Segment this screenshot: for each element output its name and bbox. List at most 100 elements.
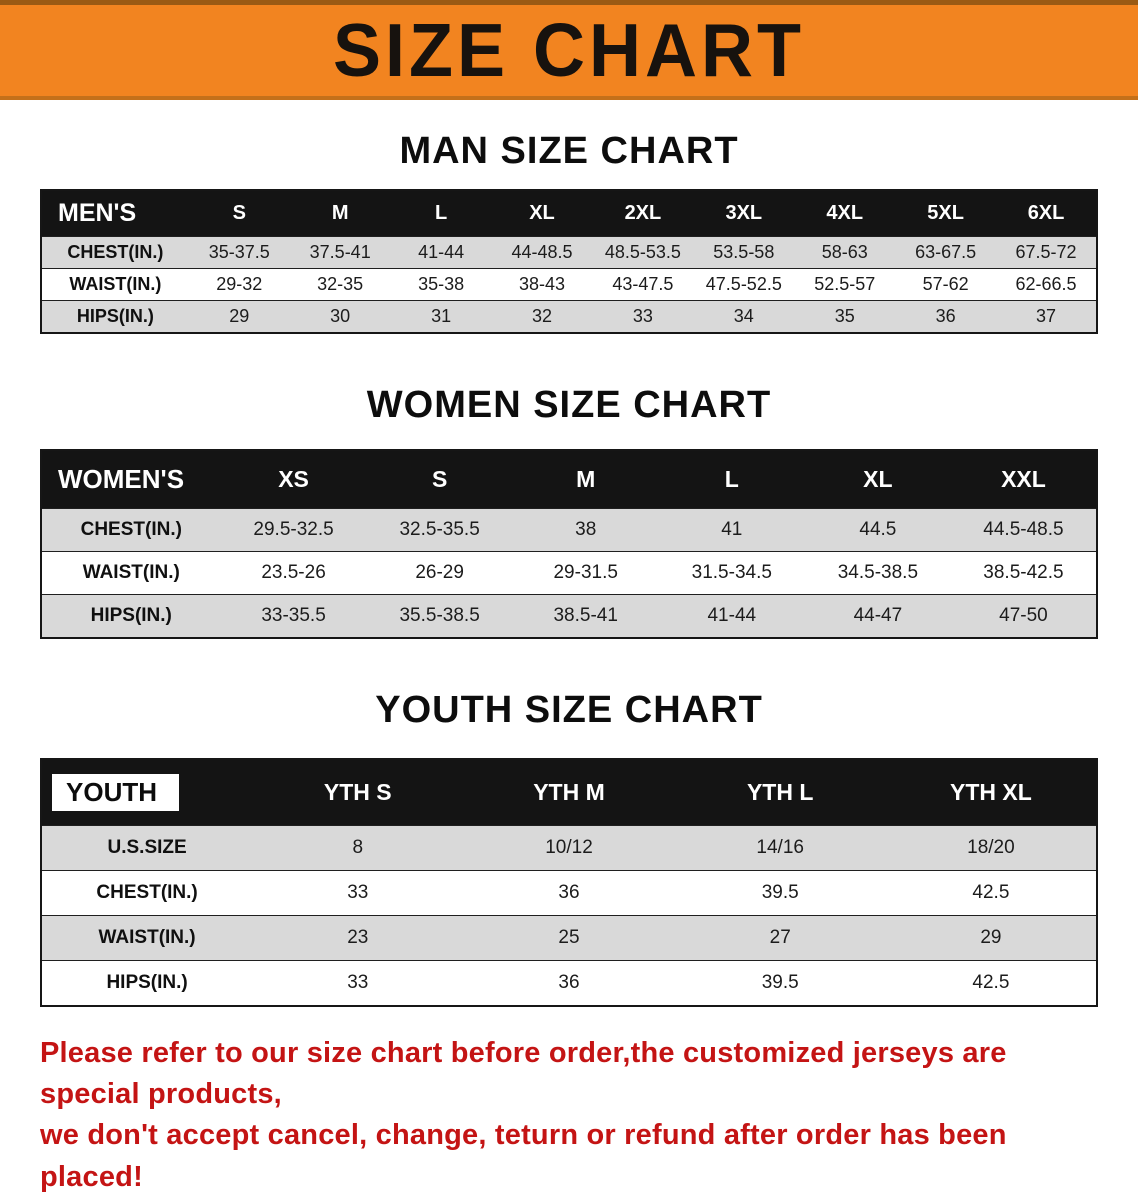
column-header-label: YTH XL — [950, 779, 1032, 805]
table-header-row: WOMEN'S XS S M L XL XXL — [41, 450, 1097, 509]
table-row: WAIST(IN.) 23.5-26 26-29 29-31.5 31.5-34.5 34… — [41, 551, 1097, 595]
column-header: 5XL — [895, 190, 997, 237]
women-section-heading: WOMEN SIZE CHART — [366, 384, 772, 426]
table-row: CHEST(IN.) 29.5-32.5 32.5-35.5 38 41 44.5 44.5… — [41, 508, 1097, 552]
table-title-label: WOMEN'S — [58, 464, 185, 494]
youth-size-section: YOUTH SIZE CHART YOUTH YTH S YTH M YTH L YTH… — [0, 689, 1138, 1007]
row-label: WAIST(IN.) — [41, 915, 253, 961]
table-cell: 43-47.5 — [592, 268, 694, 301]
table-row: HIPS(IN.) 29 30 31 32 33 34 35 36 37 — [41, 300, 1097, 333]
column-header: YTH L — [674, 759, 886, 826]
column-header-label: S — [431, 466, 448, 492]
column-header-label: M — [576, 466, 596, 492]
row-label: HIPS(IN.) — [41, 300, 189, 333]
table-cell: 32-35 — [289, 268, 391, 301]
table-row: CHEST(IN.) 35-37.5 37.5-41 41-44 44-48.5 48.5… — [41, 236, 1097, 269]
youth-section-heading: YOUTH SIZE CHART — [375, 689, 763, 731]
table-cell: 52.5-57 — [794, 268, 896, 301]
column-header: YTH M — [463, 759, 675, 826]
table-cell: 29-32 — [188, 268, 290, 301]
men-size-table: MEN'S S M L XL 2XL 3XL 4XL 5XL 6XL CHEST(IN.) 35-37… — [40, 189, 1098, 334]
table-cell: 38.5-42.5 — [950, 551, 1097, 595]
table-cell: 31.5-34.5 — [658, 551, 805, 595]
table-cell: 41-44 — [390, 236, 492, 269]
table-cell: 47.5-52.5 — [693, 268, 795, 301]
table-cell: 41 — [658, 508, 805, 552]
table-cell: 33 — [252, 870, 464, 916]
column-header: 6XL — [996, 190, 1097, 237]
table-row: WAIST(IN.) 29-32 32-35 35-38 38-43 43-47.5 47.… — [41, 268, 1097, 301]
column-header: YTH XL — [885, 759, 1097, 826]
column-header-label: XXL — [1001, 466, 1046, 492]
table-cell: 37.5-41 — [289, 236, 391, 269]
column-header: 2XL — [592, 190, 694, 237]
row-label: CHEST(IN.) — [41, 236, 189, 269]
row-label: HIPS(IN.) — [41, 594, 221, 638]
row-label: WAIST(IN.) — [41, 268, 189, 301]
table-cell: 29.5-32.5 — [220, 508, 367, 552]
table-header-row: MEN'S S M L XL 2XL 3XL 4XL 5XL 6XL — [41, 190, 1097, 237]
disclaimer: Please refer to our size chart before or… — [40, 1033, 1098, 1198]
table-cell: 39.5 — [674, 870, 886, 916]
disclaimer-line: Please refer to our size chart before or… — [40, 1037, 1007, 1111]
table-title-cell: MEN'S — [41, 190, 189, 237]
table-cell: 35-38 — [390, 268, 492, 301]
table-cell: 29 — [885, 915, 1097, 961]
column-header: YTH S — [252, 759, 464, 826]
column-header: XS — [220, 450, 367, 509]
column-header: L — [390, 190, 492, 237]
table-cell: 47-50 — [950, 594, 1097, 638]
column-header-label: 6XL — [1027, 202, 1065, 224]
table-cell: 44.5-48.5 — [950, 508, 1097, 552]
table-cell: 44-48.5 — [491, 236, 593, 269]
women-size-section: WOMEN SIZE CHART WOMEN'S XS S M L XL XXL CHEST(… — [0, 384, 1138, 639]
table-cell: 36 — [895, 300, 997, 333]
table-cell: 23 — [252, 915, 464, 961]
row-label: WAIST(IN.) — [41, 551, 221, 595]
table-cell: 26-29 — [366, 551, 513, 595]
table-header-row: YOUTH YTH S YTH M YTH L YTH XL — [41, 759, 1097, 826]
table-title-cell: WOMEN'S — [41, 450, 221, 509]
table-cell: 10/12 — [463, 825, 675, 871]
column-header-label: M — [331, 202, 349, 224]
banner: SIZE CHART — [0, 0, 1138, 100]
column-header: 3XL — [693, 190, 795, 237]
table-row: HIPS(IN.) 33-35.5 35.5-38.5 38.5-41 41-44 44-… — [41, 594, 1097, 638]
table-cell: 33 — [592, 300, 694, 333]
table-title-label: YOUTH — [52, 774, 179, 811]
column-header-label: L — [434, 202, 448, 224]
row-label: U.S.SIZE — [41, 825, 253, 871]
table-cell: 34 — [693, 300, 795, 333]
table-cell: 36 — [463, 870, 675, 916]
column-header-label: 4XL — [826, 202, 864, 224]
table-cell: 30 — [289, 300, 391, 333]
column-header: XL — [804, 450, 951, 509]
table-cell: 42.5 — [885, 870, 1097, 916]
table-cell: 44-47 — [804, 594, 951, 638]
table-row: CHEST(IN.) 33 36 39.5 42.5 — [41, 870, 1097, 916]
column-header-label: S — [232, 202, 246, 224]
table-cell: 38 — [512, 508, 659, 552]
table-cell: 53.5-58 — [693, 236, 795, 269]
column-header-label: XL — [863, 466, 893, 492]
column-header-label: YTH M — [533, 779, 605, 805]
table-cell: 62-66.5 — [996, 268, 1097, 301]
table-cell: 33-35.5 — [220, 594, 367, 638]
column-header: M — [512, 450, 659, 509]
column-header: XXL — [950, 450, 1097, 509]
table-cell: 35-37.5 — [188, 236, 290, 269]
table-cell: 32 — [491, 300, 593, 333]
column-header: L — [658, 450, 805, 509]
table-cell: 37 — [996, 300, 1097, 333]
table-row: U.S.SIZE 8 10/12 14/16 18/20 — [41, 825, 1097, 871]
women-size-table: WOMEN'S XS S M L XL XXL CHEST(IN.) 29.5-32.5 32.5… — [40, 449, 1098, 639]
men-section-heading: MAN SIZE CHART — [399, 130, 739, 172]
youth-size-table: YOUTH YTH S YTH M YTH L YTH XL U.S.SIZE 8 10/12… — [40, 758, 1098, 1007]
table-cell: 38.5-41 — [512, 594, 659, 638]
table-cell: 48.5-53.5 — [592, 236, 694, 269]
table-cell: 41-44 — [658, 594, 805, 638]
table-cell: 42.5 — [885, 960, 1097, 1006]
row-label: CHEST(IN.) — [41, 508, 221, 552]
column-header: 4XL — [794, 190, 896, 237]
